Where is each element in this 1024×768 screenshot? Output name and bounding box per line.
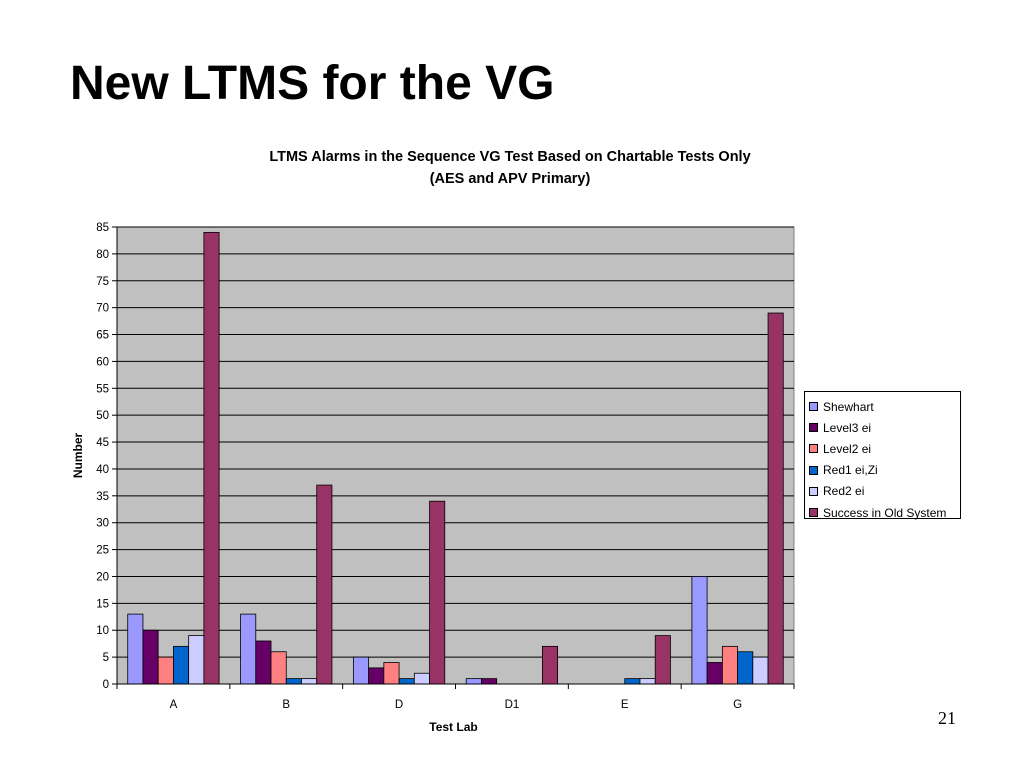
y-tick-label: 85 [96,222,109,234]
legend-swatch [809,486,818,496]
y-tick-label: 25 [96,545,109,557]
x-tick-label: G [733,699,742,711]
legend-item: Red1 ei,Zi [809,460,960,481]
legend-label: Success in Old System [823,505,947,520]
y-tick-label: 0 [103,679,109,691]
legend-label: Red1 ei,Zi [823,463,878,478]
legend-swatch [809,508,818,518]
slide-title: New LTMS for the VG [70,57,555,110]
y-tick-label: 75 [96,276,109,288]
bar [142,629,159,685]
bar [270,651,287,685]
y-tick-label: 65 [96,330,109,342]
bar [301,678,318,685]
bar [383,662,400,685]
y-tick-label: 55 [96,383,109,395]
bar [285,678,302,685]
bar [413,672,430,685]
bar [240,613,257,685]
y-tick-label: 35 [96,491,109,503]
legend-item: Shewhart [809,396,960,417]
bar [398,678,415,685]
bar [188,635,205,685]
bar [721,645,738,685]
bar [624,678,641,685]
chart-legend: Shewhart Level3 ei Level2 ei Red1 ei,Zi Red2… [804,391,961,520]
legend-swatch [809,444,818,454]
bar [767,312,784,685]
x-tick-label: A [170,699,178,711]
bar [706,662,723,685]
y-tick-label: 30 [96,518,109,530]
y-tick-label: 40 [96,464,109,476]
slide-number: 21 [938,708,956,728]
bar [481,678,498,685]
legend-label: Shewhart [823,399,874,414]
y-axis-label: Number [71,433,85,479]
legend-label: Level2 ei [823,441,872,456]
bar [203,231,220,685]
legend-item: Level3 ei [809,417,960,438]
x-tick-label: D1 [505,699,520,711]
bar [352,656,370,685]
y-tick-label: 15 [96,598,109,610]
legend-item: Level2 ei [809,438,960,459]
bar [639,678,656,685]
bar [752,656,769,685]
y-tick-label: 45 [96,437,109,449]
chart-title: LTMS Alarms in the Sequence VG Test Base… [269,149,751,165]
legend-item: Success in Old System [809,502,960,523]
bar [691,576,708,685]
bar [157,656,174,685]
bar [429,500,446,685]
x-tick-label: E [621,699,629,711]
x-tick-label: B [282,699,290,711]
legend-item: Red2 ei [809,481,960,502]
bar [316,484,333,685]
legend-swatch [809,423,818,433]
y-tick-label: 20 [96,571,109,583]
bar [541,645,559,685]
y-tick-label: 70 [96,303,109,315]
legend-swatch [809,402,818,412]
bar [737,651,754,685]
bar [255,640,272,685]
plot-area [116,226,795,685]
bar [173,645,190,685]
y-tick-label: 60 [96,356,109,368]
legend-label: Level3 ei [823,420,872,435]
y-tick-label: 50 [96,410,109,422]
chart-title-block: LTMS Alarms in the Sequence VG Test Base… [200,146,820,190]
bar [465,678,482,685]
bar [127,613,144,685]
x-tick-label: D [395,699,403,711]
bar [654,635,671,685]
y-tick-label: 10 [96,625,109,637]
y-tick-label: 5 [103,652,109,664]
legend-swatch [809,465,818,475]
chart-subtitle: (AES and APV Primary) [429,171,591,187]
legend-label: Red2 ei [823,484,865,499]
x-axis-label: Test Lab [429,720,477,734]
y-tick-label: 80 [96,249,109,261]
bar [368,667,385,685]
